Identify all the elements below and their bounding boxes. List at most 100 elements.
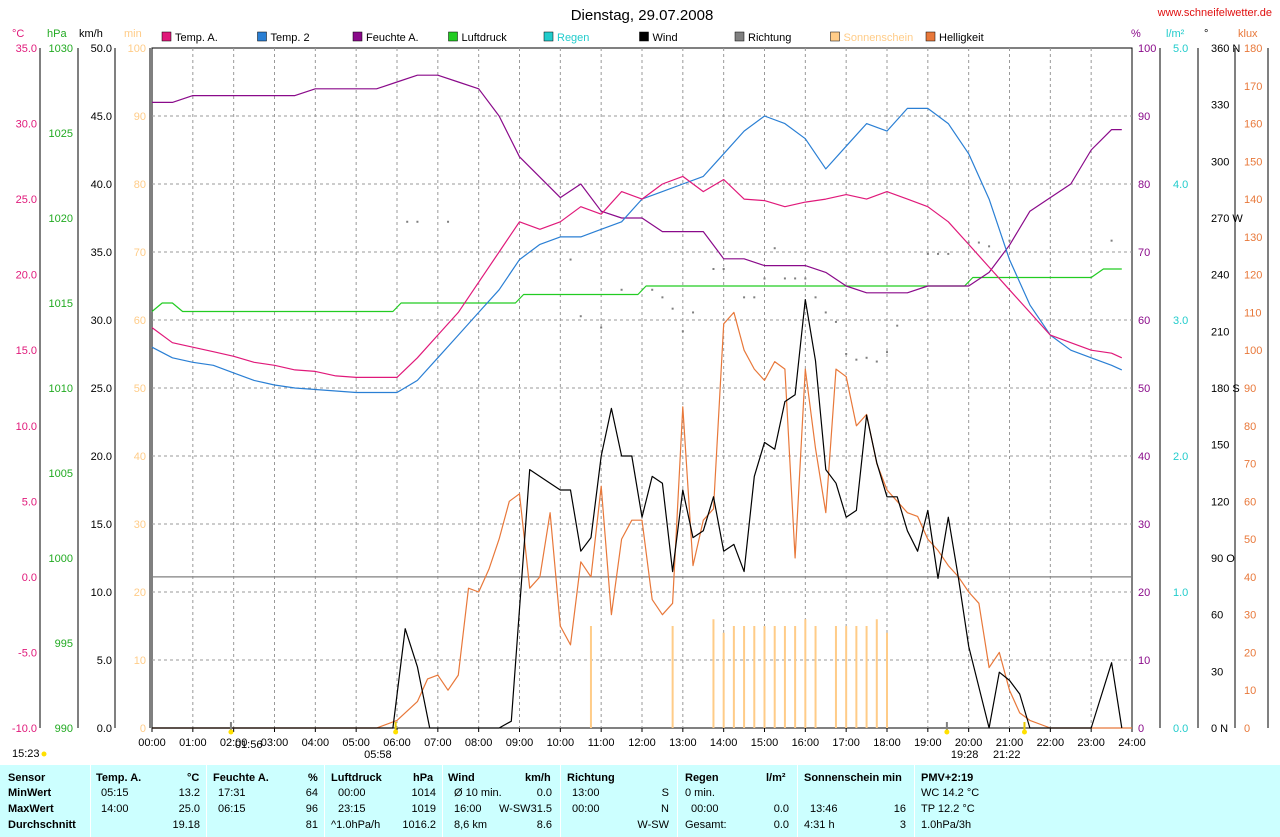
unit-temp: °C [12, 28, 24, 40]
axis-min-tick: 50 [134, 383, 146, 395]
sunrise-marker-time: 05:58 [364, 749, 392, 761]
axis-klux-tick: 10 [1244, 685, 1256, 697]
axis-klux-tick: 20 [1244, 647, 1256, 659]
axis-lm2-tick: 1.0 [1173, 587, 1188, 599]
x-tick-label: 08:00 [465, 737, 493, 749]
corner-sun-icon [41, 751, 47, 757]
stats-feuchte-unit: % [308, 772, 318, 784]
axis-min-tick: 60 [134, 315, 146, 327]
direction-point [416, 220, 419, 223]
axis-deg-tick: 60 [1211, 610, 1223, 622]
axis-klux-tick: 40 [1244, 572, 1256, 584]
axis-hpa-tick: 990 [55, 723, 73, 735]
axis-kmh-tick: 30.0 [91, 315, 112, 327]
direction-point [773, 247, 776, 250]
axis-kmh-tick: 15.0 [91, 519, 112, 531]
legend-label: Wind [653, 32, 678, 44]
stats-regen-unit: l/m² [766, 772, 786, 784]
axis-temp-tick: 15.0 [16, 345, 37, 357]
legend-label: Regen [557, 32, 589, 44]
x-tick-label: 23:00 [1077, 737, 1105, 749]
stats-temp-head: Temp. A. [96, 772, 142, 784]
stats-wind-max-time: 16:00 [454, 803, 482, 815]
chart-title: Dienstag, 29.07.2008 [571, 7, 714, 24]
axis-deg-tick: 360 N [1211, 43, 1240, 55]
axis-min-tick: 80 [134, 179, 146, 191]
legend-item: Helligkeit [925, 31, 984, 44]
x-tick-label: 17:00 [832, 737, 860, 749]
legend-swatch [161, 31, 172, 42]
axis-deg-tick: 240 [1211, 270, 1229, 282]
direction-point [896, 324, 899, 327]
direction-point [865, 356, 868, 359]
stats-sonne-max-time: 13:46 [810, 803, 838, 815]
sunset-marker-icon [1021, 729, 1027, 735]
stats-pmv-tp: TP 12.2 °C [921, 803, 975, 815]
axis-klux-tick: 90 [1244, 383, 1256, 395]
x-tick-label: 03:00 [261, 737, 289, 749]
series-feuchte-a-line [152, 74, 1122, 294]
legend-item: Wind [639, 31, 678, 44]
direction-point [967, 241, 970, 244]
stats-regen-max-time: 00:00 [691, 803, 719, 815]
legend-swatch [448, 31, 458, 42]
axis-hpa-tick: 1020 [49, 213, 73, 225]
x-tick-label: 10:00 [547, 737, 575, 749]
stats-richtung-max-time: 00:00 [572, 803, 600, 815]
stats-col-pmv: PMV+2:19 WC 14.2 °C TP 12.2 °C 1.0hPa/3h [914, 765, 1280, 837]
stats-luftdruck-avg: 1016.2 [402, 819, 436, 831]
moon-set-marker-icon [944, 729, 950, 735]
weather-chart: www.schneifelwetter.de Dienstag, 29.07.2… [12, 7, 1272, 761]
axis-deg-tick: 30 [1211, 666, 1223, 678]
axis-min-tick: 20 [134, 587, 146, 599]
axis-pct-tick: 90 [1138, 111, 1150, 123]
axis-klux-tick: 70 [1244, 459, 1256, 471]
stats-sonne-hours: 4:31 h [804, 819, 835, 831]
legend-item: Temp. A. [161, 31, 218, 44]
stats-feuchte-head: Feuchte A. [213, 772, 269, 784]
stats-feuchte-max-time: 06:15 [218, 803, 246, 815]
legend-swatch [543, 31, 554, 42]
stats-feuchte-avg: 81 [305, 819, 318, 831]
grid [152, 48, 1132, 728]
stats-luftdruck-min-time: 00:00 [338, 787, 366, 799]
stats-temp-min: 13.2 [178, 787, 200, 799]
axis-temp-tick: 10.0 [16, 421, 37, 433]
legend-label: Helligkeit [939, 32, 984, 44]
direction-point [1008, 239, 1011, 242]
stats-temp-avg: 19.18 [172, 819, 200, 831]
x-tick-label: 14:00 [710, 737, 738, 749]
axis-lm2-tick: 5.0 [1173, 43, 1188, 55]
axis-klux-tick: 180 [1244, 43, 1262, 55]
legend-label: Richtung [748, 32, 791, 44]
stats-col-wind: Wind km/h Ø 10 min. 0.0 16:00 W-SW 31.5 … [442, 765, 560, 837]
stats-sonne-avg: 3 [899, 819, 906, 831]
stats-luftdruck-min: 1014 [411, 787, 436, 799]
axis-min-tick: 10 [134, 655, 146, 667]
corner-time: 15:23 [12, 748, 40, 760]
unit-deg: ° [1204, 28, 1208, 40]
axis-kmh-tick: 10.0 [91, 587, 112, 599]
x-tick-label: 09:00 [506, 737, 534, 749]
x-tick-label: 06:00 [383, 737, 411, 749]
x-tick-label: 22:00 [1037, 737, 1065, 749]
axis-hpa-tick: 1000 [49, 553, 73, 565]
moon-rise-marker-time: 01:56 [235, 739, 263, 751]
axis-hpa-tick: 1010 [49, 383, 73, 395]
stats-row-avg: Durchschnitt [8, 819, 76, 831]
axis-klux-tick: 110 [1244, 307, 1262, 319]
direction-point [824, 311, 827, 314]
direction-point [722, 268, 725, 270]
stats-table: Sensor MinWert MaxWert Durchschnitt Temp… [0, 765, 1280, 837]
axis-klux-tick: 0 [1244, 723, 1250, 735]
stats-feuchte-max: 96 [305, 803, 318, 815]
stats-temp-max-time: 14:00 [101, 803, 129, 815]
stats-temp-min-time: 05:15 [101, 787, 129, 799]
unit-min: min [124, 28, 142, 40]
axis-deg-tick: 150 [1211, 440, 1229, 452]
direction-point [834, 320, 837, 323]
axis-kmh-tick: 20.0 [91, 451, 112, 463]
site-url[interactable]: www.schneifelwetter.de [1157, 7, 1272, 19]
stats-sensor-head: Sensor [8, 772, 46, 784]
direction-point [926, 252, 929, 255]
